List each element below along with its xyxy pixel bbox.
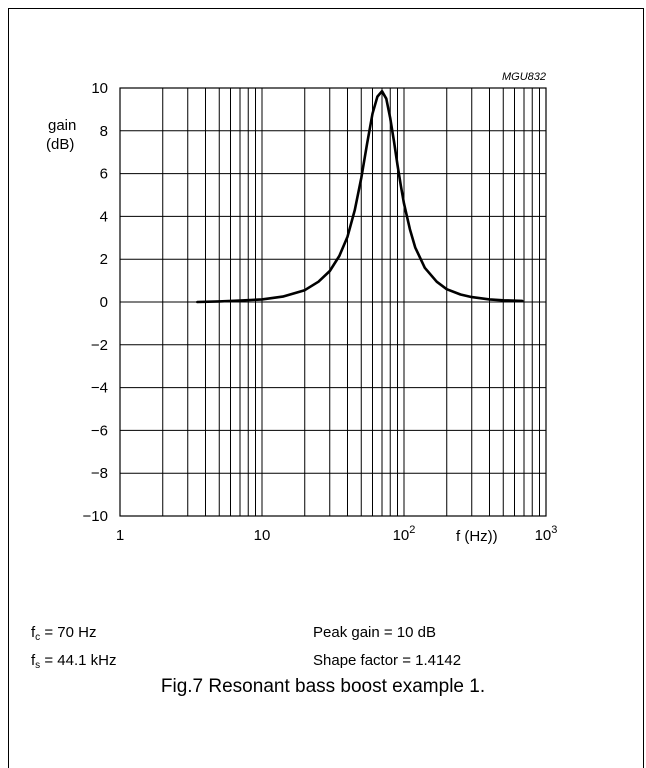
x-tick-label: 103 bbox=[535, 524, 558, 544]
bass-boost-chart: 10 8 6 4 2 0 −2 −4 −6 −8 −10 1 10 102 103 gain (dB) f (Hz… bbox=[46, 71, 558, 545]
y-tick-label: −8 bbox=[91, 465, 108, 482]
figure-code: MGU832 bbox=[502, 71, 546, 83]
x-tick-label: 102 bbox=[393, 524, 416, 544]
y-tick-label: −10 bbox=[83, 508, 108, 525]
plot-area-border bbox=[119, 87, 547, 517]
x-axis-label: f (Hz)) bbox=[456, 528, 498, 545]
y-tick-label: 0 bbox=[100, 294, 108, 311]
y-axis-label-gain: gain bbox=[48, 117, 76, 134]
y-tick-label: −6 bbox=[91, 422, 108, 439]
y-tick-label: 6 bbox=[100, 166, 108, 183]
y-tick-label: 4 bbox=[100, 208, 108, 225]
y-axis-label-unit: (dB) bbox=[46, 136, 74, 153]
y-tick-label: 8 bbox=[100, 123, 108, 140]
figure-frame bbox=[8, 8, 644, 768]
y-tick-label: −2 bbox=[91, 337, 108, 354]
peak-gain-note: Peak gain = 10 dB bbox=[313, 624, 437, 641]
x-tick-label: 1 bbox=[116, 527, 124, 544]
fc-note: fc = 70 Hz bbox=[31, 624, 97, 643]
y-tick-label: 10 bbox=[91, 80, 108, 97]
y-tick-label: −4 bbox=[91, 380, 108, 397]
fs-note: fs = 44.1 kHz bbox=[31, 652, 117, 671]
gain-curve bbox=[196, 89, 524, 304]
x-tick-label: 10 bbox=[254, 527, 271, 544]
figure-caption: Fig.7 Resonant bass boost example 1. bbox=[160, 676, 486, 697]
shape-factor-note: Shape factor = 1.4142 bbox=[313, 652, 462, 669]
y-tick-label: 2 bbox=[100, 251, 108, 268]
